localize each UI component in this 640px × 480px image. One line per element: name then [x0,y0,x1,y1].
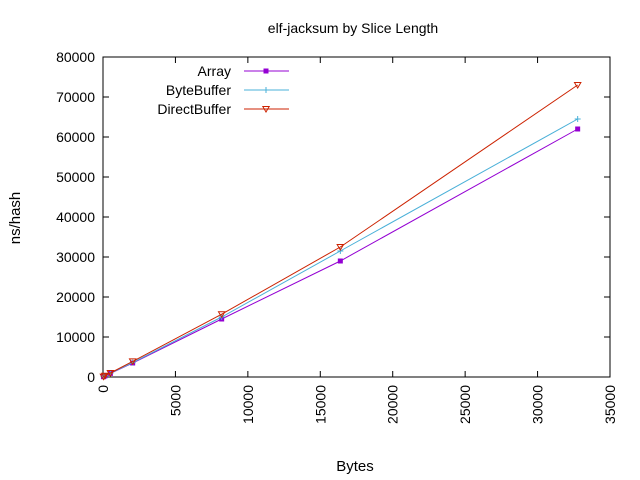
data-point [573,82,582,89]
y-tick-label: 20000 [56,289,95,305]
y-tick-label: 60000 [56,129,95,145]
series-directbuffer [99,82,582,381]
legend-label: ByteBuffer [166,82,231,98]
x-tick-label: 20000 [385,385,401,424]
legend: Array ByteBuffer DirectBuffer [157,63,289,117]
data-point [337,258,343,264]
x-tick-label: 30000 [530,385,546,424]
x-axis-ticks: 0 5000 10000 15000 20000 25000 30000 35000 [95,57,618,424]
y-tick-label: 50000 [56,169,95,185]
legend-marker [263,87,269,93]
y-axis-title: ns/hash [7,192,24,245]
y-tick-label: 0 [87,369,95,385]
series-line [103,84,578,378]
series-line [103,118,578,378]
legend-label: DirectBuffer [157,101,231,117]
legend-label: Array [198,63,231,79]
x-tick-label: 35000 [602,385,618,424]
y-axis-ticks: 0 10000 20000 30000 40000 50000 60000 70000 8000… [56,49,610,385]
legend-marker [263,68,269,74]
y-tick-label: 80000 [56,49,95,65]
data-point [336,244,345,251]
y-tick-label: 10000 [56,329,95,345]
data-point [128,358,137,366]
legend-marker [261,106,271,113]
data-point [106,370,115,377]
x-tick-label: 25000 [457,385,473,424]
data-point [575,126,581,132]
series-layer [99,82,582,381]
y-tick-label: 30000 [56,249,95,265]
data-point [100,372,109,380]
chart-title: elf-jacksum by Slice Length [268,20,438,36]
x-tick-label: 0 [95,385,111,393]
x-tick-label: 5000 [167,385,183,416]
legend-entry: DirectBuffer [157,101,289,117]
x-tick-label: 10000 [240,385,256,424]
data-point [574,116,581,122]
legend-entry: ByteBuffer [166,82,289,98]
data-point [217,311,226,319]
y-tick-label: 70000 [56,89,95,105]
legend-entry: Array [198,63,289,79]
x-axis-title: Bytes [336,458,374,475]
y-tick-label: 40000 [56,209,95,225]
data-point [337,248,344,254]
x-tick-label: 15000 [312,385,328,424]
data-point [99,373,108,381]
